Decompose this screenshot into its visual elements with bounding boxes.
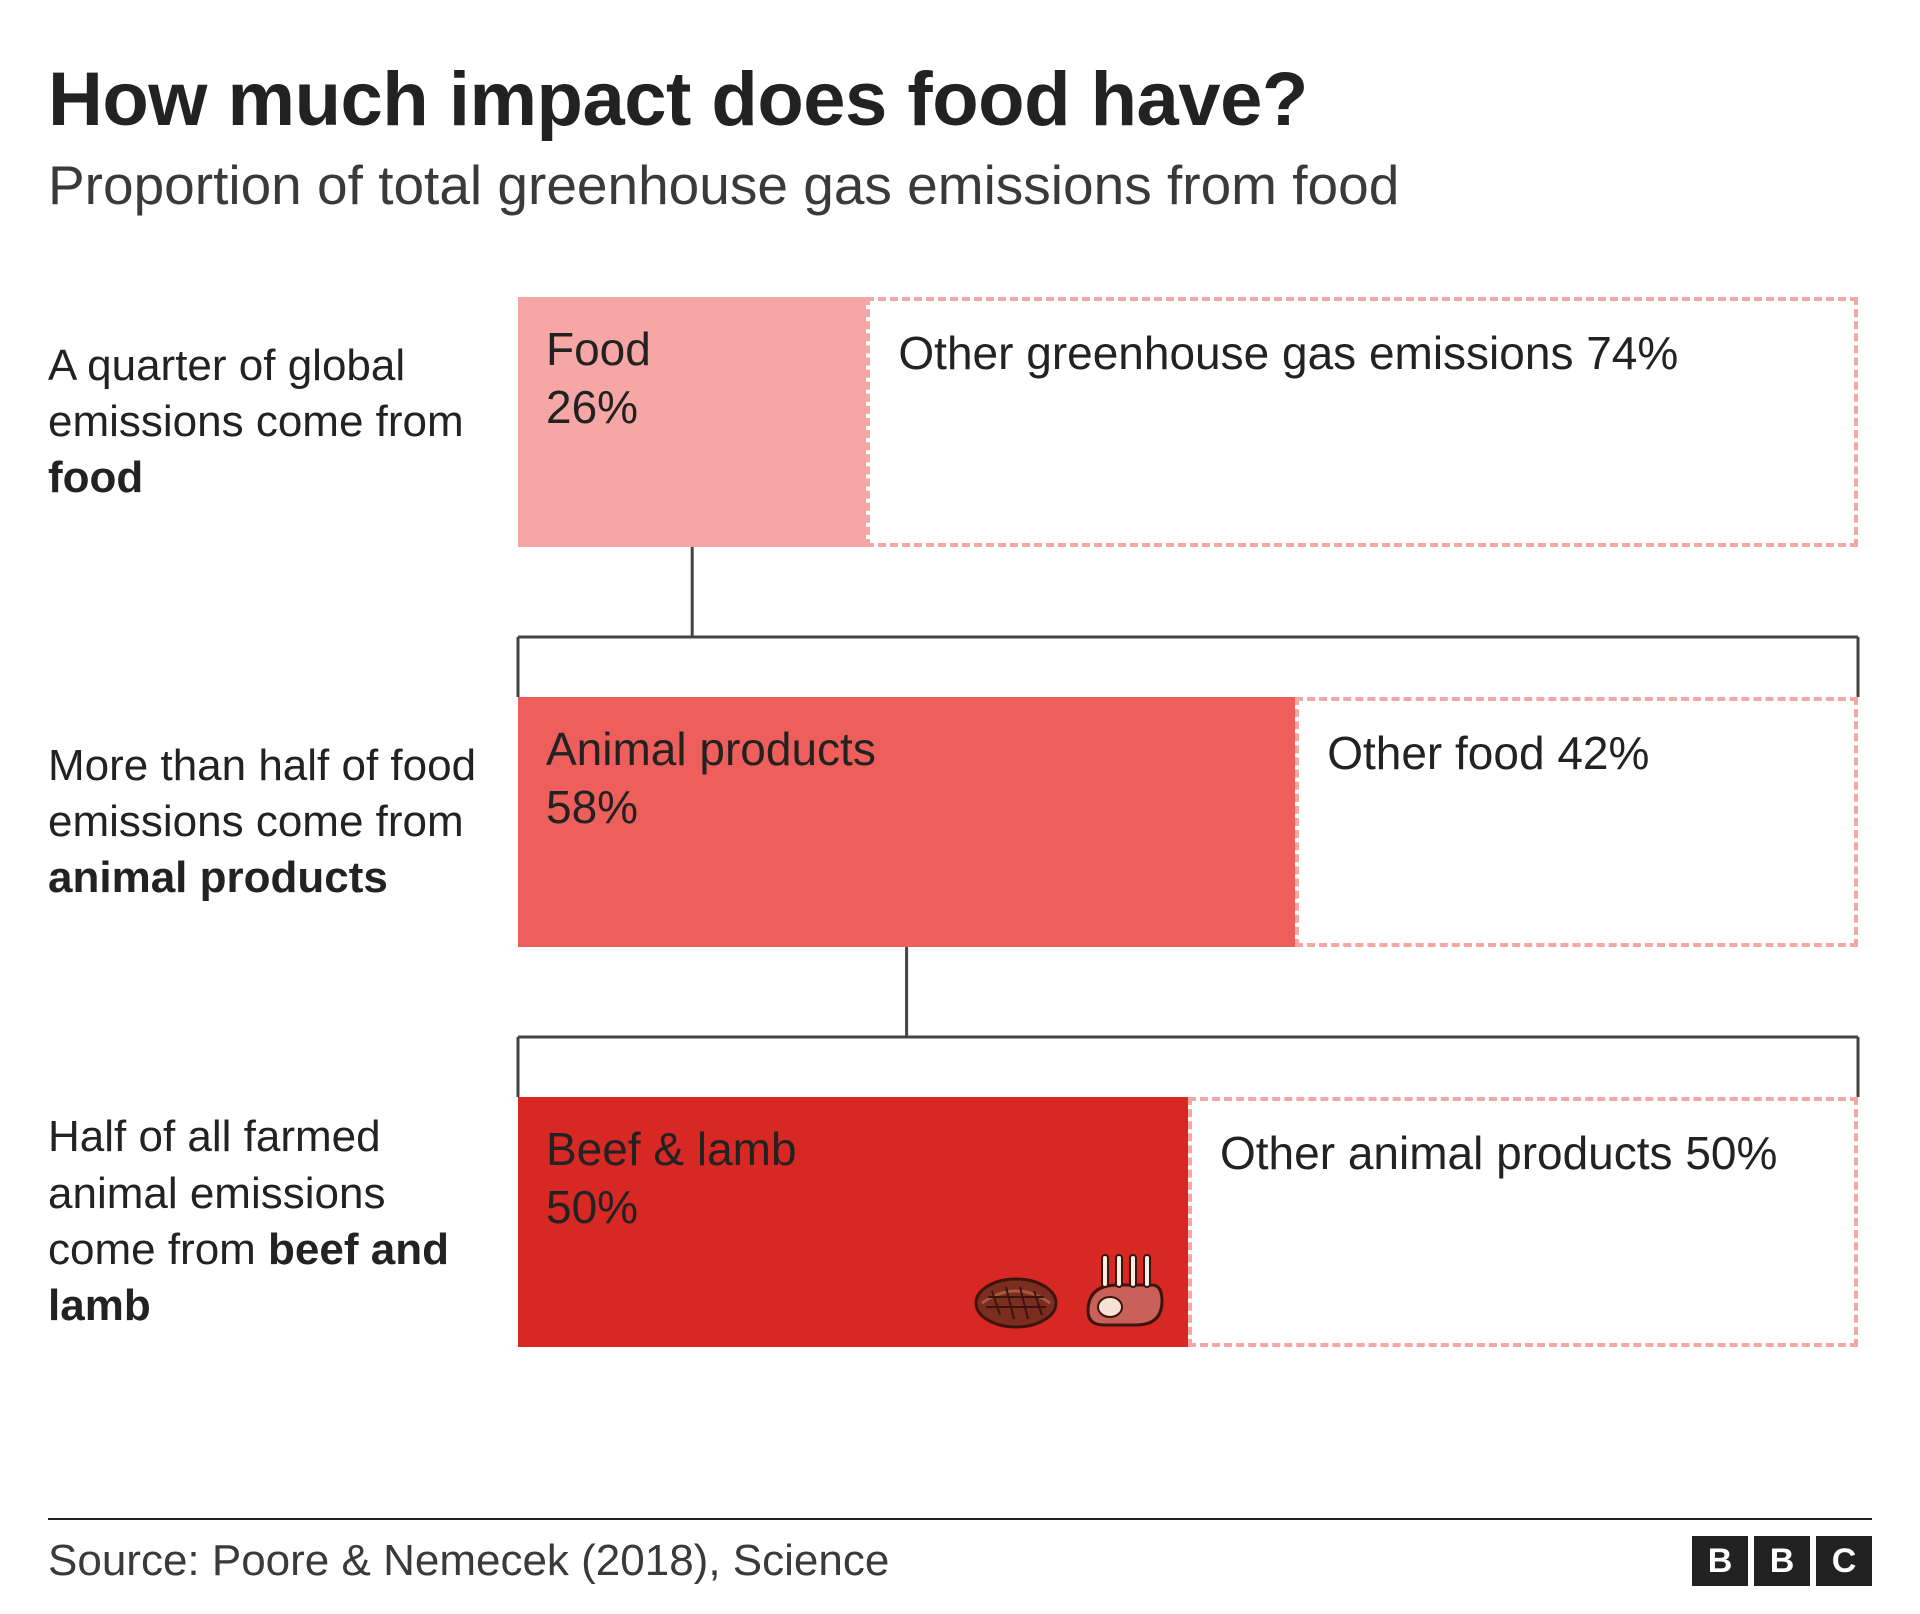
steak-icon [972, 1267, 1060, 1331]
chart-row: More than half of food emissions come fr… [48, 697, 1872, 947]
bar-rest-segment: Other animal products 50% [1188, 1097, 1858, 1347]
chart-title: How much impact does food have? [48, 56, 1872, 143]
chart-body: A quarter of global emissions come from … [48, 297, 1872, 1347]
connector [518, 547, 1872, 697]
source-text: Source: Poore & Nemecek (2018), Science [48, 1536, 889, 1586]
bbc-logo-block: B [1754, 1536, 1810, 1586]
bbc-logo-block: B [1692, 1536, 1748, 1586]
bar: Food 26% Other greenhouse gas emissions 7… [518, 297, 1858, 547]
chart-row: Half of all farmed animal emissions come… [48, 1097, 1872, 1347]
chart-footer: Source: Poore & Nemecek (2018), Science … [48, 1518, 1872, 1586]
bbc-logo-block: C [1816, 1536, 1872, 1586]
bar-solid-label: Food 26% [546, 321, 838, 436]
bar: Animal products 58% Other food 42% [518, 697, 1858, 947]
bar-solid-label: Animal products 58% [546, 721, 1267, 836]
bar-solid-segment: Beef & lamb 50% [518, 1097, 1188, 1347]
lamb-rack-icon [1078, 1251, 1168, 1331]
connector [518, 947, 1872, 1097]
bar-solid-label: Beef & lamb 50% [546, 1121, 1160, 1236]
bar-rest-segment: Other greenhouse gas emissions 74% [866, 297, 1858, 547]
bar-rest-segment: Other food 42% [1295, 697, 1858, 947]
bar-rest-label: Other greenhouse gas emissions 74% [898, 325, 1826, 383]
row-caption: More than half of food emissions come fr… [48, 738, 478, 907]
row-caption: Half of all farmed animal emissions come… [48, 1109, 478, 1334]
bar-icons [972, 1251, 1168, 1331]
chart-subtitle: Proportion of total greenhouse gas emiss… [48, 153, 1872, 217]
bar-solid-segment: Food 26% [518, 297, 866, 547]
bar-rest-label: Other food 42% [1327, 725, 1826, 783]
bar: Beef & lamb 50% Other animal products 50% [518, 1097, 1858, 1347]
bar-rest-label: Other animal products 50% [1220, 1125, 1826, 1183]
chart-row: A quarter of global emissions come from … [48, 297, 1872, 547]
bar-solid-segment: Animal products 58% [518, 697, 1295, 947]
row-caption: A quarter of global emissions come from … [48, 338, 478, 507]
bbc-logo: BBC [1692, 1536, 1872, 1586]
